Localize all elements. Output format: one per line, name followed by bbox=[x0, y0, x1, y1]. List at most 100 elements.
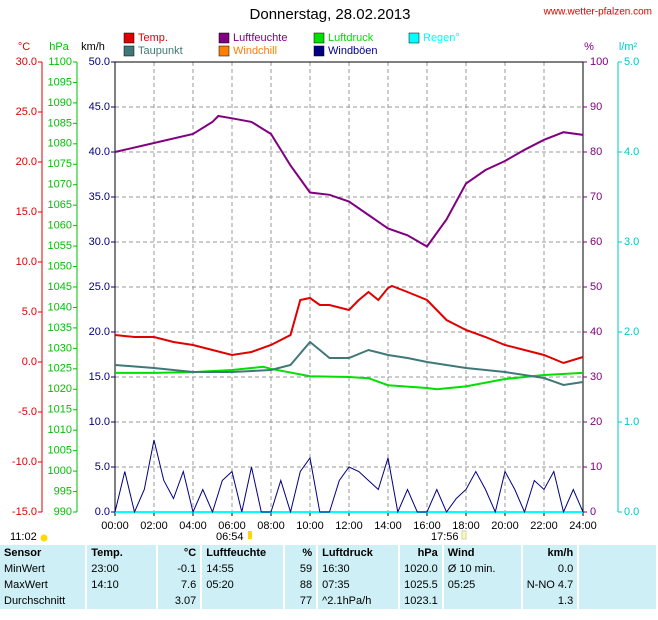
y-tick-label: 1025 bbox=[48, 363, 72, 375]
legend-label: Temp. bbox=[138, 32, 168, 44]
y-tick-label: 1040 bbox=[48, 301, 72, 313]
table-cell: MinWert bbox=[0, 561, 88, 577]
legend-swatch bbox=[123, 32, 135, 44]
y-tick-label: 1100 bbox=[48, 56, 72, 68]
table-cell: km/h bbox=[521, 545, 580, 561]
legend-swatch bbox=[313, 32, 325, 44]
x-tick-label: 14:00 bbox=[374, 520, 402, 532]
y-tick-label: 1000 bbox=[48, 465, 72, 477]
table-cell: 07:35 bbox=[317, 577, 401, 593]
y-tick-label: 1005 bbox=[48, 445, 72, 457]
y-tick-label: 20.0 bbox=[16, 156, 37, 168]
chart-title: Donnerstag, 28.02.2013 bbox=[250, 6, 411, 23]
y-tick-label: 45.0 bbox=[89, 101, 110, 113]
legend-label: Windböen bbox=[328, 45, 378, 57]
y-tick-label: 2.0 bbox=[624, 326, 639, 338]
axis-label: hPa bbox=[49, 41, 69, 53]
legend-swatch bbox=[218, 45, 230, 57]
table-cell bbox=[201, 593, 285, 609]
table-cell: Luftdruck bbox=[317, 545, 401, 561]
y-tick-label: 1065 bbox=[48, 199, 72, 211]
y-tick-label: -15.0 bbox=[12, 506, 37, 518]
y-tick-label: -5.0 bbox=[18, 406, 37, 418]
legend-swatch bbox=[123, 45, 135, 57]
y-tick-label: 990 bbox=[54, 506, 72, 518]
table-row: MinWert 23:00 -0.1 14:55 59 16:30 1020.0 Ø 10 m… bbox=[0, 561, 658, 577]
y-tick-label: 25.0 bbox=[16, 106, 37, 118]
table-cell: 88 bbox=[283, 577, 319, 593]
table-cell: 14:10 bbox=[86, 577, 158, 593]
x-tick-label: 04:00 bbox=[179, 520, 207, 532]
table-cell: 05:20 bbox=[201, 577, 285, 593]
table-cell bbox=[578, 593, 658, 609]
y-tick-label: 30.0 bbox=[16, 56, 37, 68]
sunset: 17:56 bbox=[431, 531, 459, 543]
chart: Donnerstag, 28.02.2013 www.wetter-pfalze… bbox=[10, 6, 652, 543]
y-tick-label: 5.0 bbox=[95, 461, 110, 473]
y-tick-label: 1070 bbox=[48, 179, 72, 191]
day-length: 11:02 bbox=[10, 531, 37, 543]
table-cell bbox=[86, 593, 158, 609]
y-tick-label: 80 bbox=[590, 146, 602, 158]
table-cell: Temp. bbox=[86, 545, 158, 561]
x-tick-label: 00:00 bbox=[101, 520, 129, 532]
x-tick-label: 10:00 bbox=[296, 520, 324, 532]
table-cell: % bbox=[283, 545, 319, 561]
table-cell: -0.1 bbox=[156, 561, 203, 577]
y-tick-label: 1090 bbox=[48, 97, 72, 109]
legend-label: Luftdruck bbox=[328, 32, 374, 44]
y-tick-label: 25.0 bbox=[89, 281, 110, 293]
x-tick-label: 06:00 bbox=[218, 520, 246, 532]
y-tick-label: 995 bbox=[54, 485, 72, 497]
y-tick-label: 0.0 bbox=[95, 506, 110, 518]
table-cell: °C bbox=[156, 545, 203, 561]
table-cell: 3.07 bbox=[156, 593, 203, 609]
y-tick-label: 60 bbox=[590, 236, 602, 248]
table-row: Durchschnitt 3.07 77 ^2.1hPa/h 1023.1 1.3 bbox=[0, 593, 658, 609]
table-cell: 59 bbox=[283, 561, 319, 577]
axis-label: % bbox=[584, 41, 594, 53]
table-cell bbox=[442, 593, 523, 609]
x-tick-label: 24:00 bbox=[569, 520, 597, 532]
y-tick-label: 1035 bbox=[48, 322, 72, 334]
series-line bbox=[114, 439, 584, 514]
y-tick-label: 1020 bbox=[48, 383, 72, 395]
y-tick-label: -10.0 bbox=[12, 456, 37, 468]
y-tick-label: 40.0 bbox=[89, 146, 110, 158]
y-tick-label: 4.0 bbox=[624, 146, 639, 158]
sunrise-marker bbox=[248, 531, 252, 539]
y-tick-label: 1015 bbox=[48, 404, 72, 416]
x-tick-label: 22:00 bbox=[530, 520, 558, 532]
table-cell: 23:00 bbox=[86, 561, 158, 577]
y-tick-label: 10 bbox=[590, 461, 602, 473]
y-tick-label: 5.0 bbox=[22, 306, 37, 318]
y-tick-label: 1055 bbox=[48, 240, 72, 252]
table-cell: ^2.1hPa/h bbox=[317, 593, 401, 609]
y-tick-label: 30 bbox=[590, 371, 602, 383]
y-tick-label: 20 bbox=[590, 416, 602, 428]
y-tick-label: 90 bbox=[590, 101, 602, 113]
table-cell: Ø 10 min. bbox=[442, 561, 523, 577]
x-tick-label: 18:00 bbox=[452, 520, 480, 532]
x-tick-label: 20:00 bbox=[491, 520, 519, 532]
y-tick-label: 1010 bbox=[48, 424, 72, 436]
y-tick-label: 10.0 bbox=[89, 416, 110, 428]
table-cell: Luftfeuchte bbox=[201, 545, 285, 561]
y-tick-label: 30.0 bbox=[89, 236, 110, 248]
y-tick-label: 5.0 bbox=[624, 56, 639, 68]
y-tick-label: 3.0 bbox=[624, 236, 639, 248]
table-cell bbox=[578, 577, 658, 593]
series-line bbox=[114, 340, 584, 387]
table-cell: 1025.5 bbox=[399, 577, 444, 593]
series-line bbox=[114, 114, 584, 248]
table-cell: hPa bbox=[399, 545, 444, 561]
table-cell: 1020.0 bbox=[399, 561, 444, 577]
y-tick-label: 15.0 bbox=[89, 371, 110, 383]
y-tick-label: 15.0 bbox=[16, 206, 37, 218]
table: Sensor Temp. °C Luftfeuchte% Luftdruck hPa Win… bbox=[0, 545, 658, 609]
y-tick-label: 20.0 bbox=[89, 326, 110, 338]
table-row: MaxWert 14:10 7.6 05:20 88 07:35 1025.5 05:25 N-… bbox=[0, 577, 658, 593]
axis-label: °C bbox=[18, 41, 30, 53]
table-row: Sensor Temp. °C Luftfeuchte% Luftdruck hPa Win… bbox=[0, 545, 658, 561]
y-tick-label: 35.0 bbox=[89, 191, 110, 203]
